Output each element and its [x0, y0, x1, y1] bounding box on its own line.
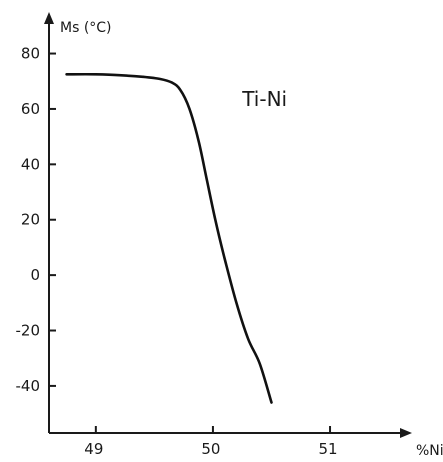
y-tick-label: 20 [21, 211, 40, 229]
y-tick-label: 0 [30, 266, 40, 284]
y-tick-label: -20 [16, 322, 41, 340]
x-axis-title: %Ni [416, 443, 443, 459]
annotations: Ti-Ni [241, 87, 287, 111]
y-tick-label: -40 [16, 377, 41, 395]
y-tick-label: 80 [21, 45, 40, 63]
y-axis-title: Ms (°C) [60, 20, 112, 36]
x-tick-label: 50 [201, 440, 220, 458]
y-tick-label: 60 [21, 100, 40, 118]
x-tick-label: 51 [318, 440, 337, 458]
annotation-label: Ti-Ni [241, 87, 287, 111]
y-axis [44, 12, 54, 433]
y-tick-label: 40 [21, 155, 40, 173]
series-layer [65, 72, 273, 404]
x-axis-arrow-icon [400, 428, 412, 438]
x-ticks: 49 50 51 [84, 426, 338, 458]
y-ticks: 80 60 40 20 0 -20 -40 [16, 45, 56, 395]
series-line [65, 72, 273, 404]
x-axis [49, 428, 412, 438]
y-axis-arrow-icon [44, 12, 54, 24]
x-tick-label: 49 [84, 440, 103, 458]
